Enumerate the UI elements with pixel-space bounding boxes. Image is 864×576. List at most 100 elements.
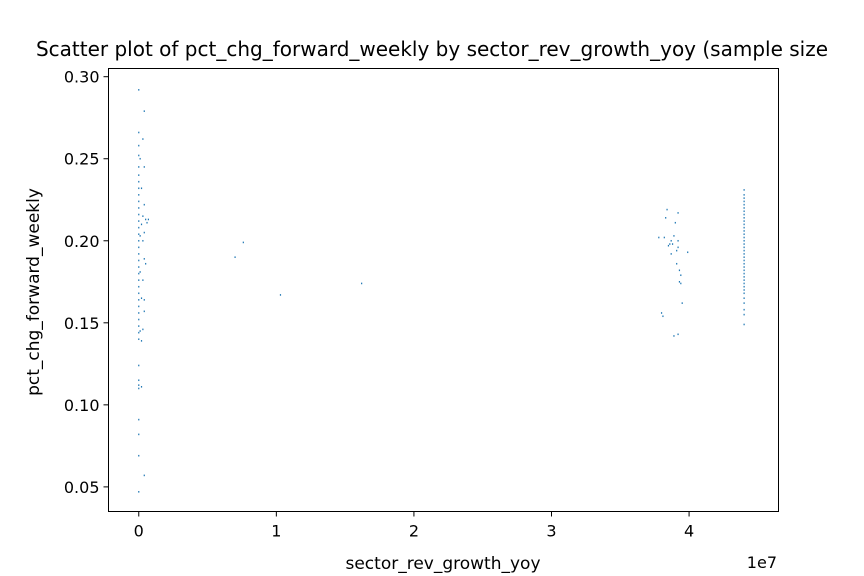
- scatter-point: [743, 285, 745, 288]
- scatter-point: [138, 266, 140, 268]
- chart-title: Scatter plot of pct_chg_forward_weekly b…: [36, 37, 828, 61]
- y-tick-label: 0.20: [64, 232, 100, 251]
- scatter-point: [140, 386, 143, 388]
- y-axis-label: pct_chg_forward_weekly: [24, 188, 44, 396]
- scatter-point: [743, 292, 745, 295]
- scatter-point: [687, 251, 689, 254]
- scatter-point: [145, 218, 147, 221]
- scatter-point: [681, 302, 683, 304]
- scatter-point: [138, 253, 140, 255]
- scatter-point: [743, 207, 745, 209]
- scatter-point: [660, 312, 663, 314]
- scatter-point: [674, 221, 676, 224]
- scatter-point: [677, 212, 679, 214]
- scatter-point: [680, 282, 682, 285]
- scatter-point: [743, 272, 745, 275]
- scatter-point: [677, 246, 679, 249]
- scatter-point: [234, 256, 236, 258]
- scatter-point: [242, 241, 244, 244]
- scatter-point: [743, 253, 745, 255]
- scatter-point: [138, 454, 140, 457]
- scatter-point: [140, 223, 143, 226]
- scatter-point: [743, 256, 745, 258]
- scatter-point: [138, 312, 140, 314]
- scatter-point: [673, 335, 675, 337]
- scatter-point: [279, 294, 282, 296]
- x-tick-label: 2: [409, 522, 419, 541]
- scatter-point: [138, 331, 140, 334]
- scatter-point: [138, 325, 140, 327]
- scatter-point: [138, 379, 140, 382]
- scatter-point: [743, 243, 745, 245]
- scatter-point: [138, 384, 140, 386]
- scatter-point: [138, 144, 140, 147]
- x-tick-label: 4: [684, 522, 694, 541]
- scatter-point: [743, 269, 745, 272]
- scatter-point: [143, 299, 145, 301]
- scatter-point: [138, 166, 140, 168]
- scatter-point: [138, 180, 140, 183]
- scatter-point: [138, 364, 140, 367]
- scatter-point: [743, 189, 745, 191]
- scatter-point: [138, 233, 140, 236]
- x-tick-label: 0: [134, 522, 144, 541]
- scatter-point: [138, 387, 140, 390]
- scatter-point: [743, 197, 745, 199]
- scatter-point: [673, 235, 675, 237]
- scatter-point: [138, 279, 140, 281]
- scatter-point: [670, 239, 672, 242]
- scatter-point: [743, 233, 745, 236]
- scatter-point: [143, 258, 145, 260]
- y-tick-label: 0.05: [64, 478, 100, 497]
- x-axis: 0 1 2 3 4: [134, 511, 694, 541]
- scatter-point: [147, 218, 149, 221]
- scatter-point: [743, 282, 745, 285]
- scatter-point: [138, 89, 140, 91]
- scatter-point: [138, 239, 140, 242]
- scatter-point: [138, 292, 140, 295]
- y-axis: 0.05 0.10 0.15 0.20 0.25 0.30: [64, 68, 109, 497]
- scatter-point: [138, 299, 140, 301]
- scatter-point: [658, 236, 660, 239]
- scatter-point: [671, 243, 674, 245]
- scatter-point: [138, 207, 140, 209]
- scatter-point: [142, 279, 144, 281]
- scatter-point: [743, 289, 745, 291]
- scatter-point: [743, 297, 745, 299]
- scatter-point: [138, 220, 140, 222]
- scatter-point: [138, 338, 140, 341]
- scatter-point: [743, 302, 745, 304]
- scatter-point: [743, 230, 745, 232]
- scatter-point: [743, 239, 745, 242]
- scatter-point: [143, 231, 145, 234]
- scatter-point: [743, 203, 745, 206]
- scatter-point: [138, 226, 140, 229]
- y-tick-label: 0.10: [64, 396, 100, 415]
- scatter-point: [667, 244, 670, 247]
- scatter-point: [142, 328, 144, 331]
- x-offset-label: 1e7: [747, 553, 777, 572]
- y-tick-label: 0.15: [64, 314, 100, 333]
- scatter-point: [670, 253, 672, 255]
- scatter-point: [743, 246, 745, 249]
- scatter-point: [139, 330, 141, 332]
- scatter-point: [138, 272, 140, 275]
- scatter-point: [138, 305, 140, 308]
- scatter-point: [743, 226, 745, 229]
- scatter-point: [143, 166, 145, 168]
- scatter-point: [743, 262, 745, 265]
- scatter-point: [743, 200, 745, 203]
- scatter-point: [743, 194, 745, 196]
- scatter-point: [677, 333, 679, 336]
- x-axis-label: sector_rev_growth_yoy: [345, 554, 540, 574]
- scatter-point: [143, 474, 145, 477]
- scatter-point: [138, 259, 140, 262]
- scatter-point: [665, 217, 667, 219]
- scatter-point: [142, 215, 144, 217]
- scatter-point: [138, 154, 140, 157]
- scatter-point: [743, 323, 745, 326]
- plot-frame: [108, 68, 779, 512]
- scatter-point: [140, 187, 143, 190]
- scatter-point: [138, 200, 140, 203]
- scatter-point: [138, 491, 140, 493]
